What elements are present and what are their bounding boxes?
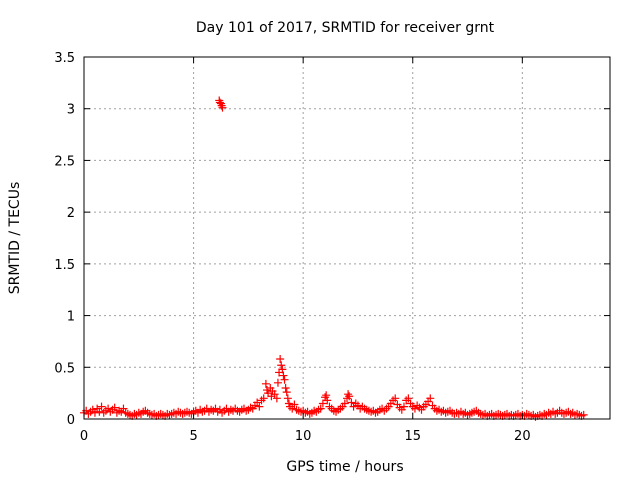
data-point xyxy=(278,365,287,374)
y-tick-label: 0 xyxy=(67,413,75,428)
data-point xyxy=(165,410,174,419)
data-point xyxy=(233,406,242,415)
data-point xyxy=(259,394,268,403)
data-point xyxy=(568,408,577,417)
data-point xyxy=(280,375,289,384)
data-point xyxy=(283,394,292,403)
data-point xyxy=(426,394,435,403)
data-point xyxy=(452,408,461,417)
y-tick-label: 2 xyxy=(67,206,75,221)
plot-frame xyxy=(83,56,611,420)
data-point xyxy=(343,394,351,403)
data-point xyxy=(270,390,279,399)
data-point xyxy=(344,390,353,399)
data-point xyxy=(218,103,227,112)
data-point xyxy=(399,402,408,411)
data-point xyxy=(345,392,354,401)
data-point xyxy=(226,405,235,414)
data-point xyxy=(443,407,452,416)
data-point xyxy=(290,400,299,409)
data-point xyxy=(340,399,349,408)
data-point xyxy=(261,379,270,388)
data-point xyxy=(119,404,128,413)
grid-lines xyxy=(84,57,610,419)
data-point xyxy=(382,404,391,413)
y-tick-label: 2.5 xyxy=(54,154,75,169)
data-point xyxy=(277,361,286,370)
x-tick-label: 10 xyxy=(295,429,312,444)
y-tick-label: 0.5 xyxy=(54,361,75,376)
data-point xyxy=(255,402,264,411)
data-point xyxy=(573,409,582,418)
y-tick-labels: 0 0.5 1 1.5 2 2.5 3 3.5 xyxy=(54,51,75,428)
data-point xyxy=(90,408,99,417)
x-tick-labels: 0 5 10 15 20 xyxy=(80,429,531,444)
data-point xyxy=(101,406,110,415)
data-points xyxy=(80,96,588,421)
data-point xyxy=(178,409,187,418)
data-point xyxy=(244,405,253,414)
data-point xyxy=(95,407,104,416)
data-point xyxy=(282,388,291,397)
data-point xyxy=(522,409,531,418)
chart-title: Day 101 of 2017, SRMTID for receiver grn… xyxy=(196,20,495,36)
data-point xyxy=(404,394,413,403)
data-point xyxy=(143,408,152,417)
data-point xyxy=(531,412,540,421)
x-axis-label: GPS time / hours xyxy=(286,459,403,475)
data-point xyxy=(502,409,511,418)
data-point xyxy=(220,406,229,415)
x-tick-label: 0 xyxy=(80,429,88,444)
data-point xyxy=(323,396,332,405)
data-point xyxy=(209,406,218,415)
data-point xyxy=(110,403,119,412)
y-tick-label: 1 xyxy=(67,310,75,325)
y-tick-label: 1.5 xyxy=(54,258,75,273)
data-point xyxy=(207,405,216,414)
data-point xyxy=(474,408,483,417)
x-tick-label: 20 xyxy=(514,429,531,444)
data-point xyxy=(318,399,327,408)
data-point xyxy=(329,406,338,415)
data-point xyxy=(253,398,262,407)
data-point xyxy=(279,371,288,380)
x-tick-label: 15 xyxy=(404,429,421,444)
data-point xyxy=(185,408,194,417)
data-point xyxy=(273,378,282,387)
axis-ticks xyxy=(83,56,610,420)
data-point xyxy=(316,404,325,413)
data-point xyxy=(347,398,356,407)
data-point xyxy=(513,409,522,418)
y-tick-label: 3 xyxy=(67,103,75,118)
y-tick-label: 3.5 xyxy=(54,51,75,66)
data-point xyxy=(174,407,183,416)
data-point xyxy=(494,409,503,418)
data-point xyxy=(272,394,281,403)
data-point xyxy=(369,406,378,415)
data-point xyxy=(200,406,209,415)
data-point xyxy=(391,394,400,403)
data-point xyxy=(303,407,312,416)
data-point xyxy=(97,402,106,411)
data-point xyxy=(281,383,290,392)
data-point xyxy=(99,408,108,417)
data-point xyxy=(579,410,588,419)
data-point xyxy=(276,355,285,364)
data-point xyxy=(288,404,297,413)
x-tick-label: 5 xyxy=(189,429,197,444)
y-axis-label: SRMTID / TECUs xyxy=(7,182,23,295)
data-point xyxy=(380,406,389,415)
data-point xyxy=(257,396,266,405)
data-point xyxy=(322,391,331,400)
